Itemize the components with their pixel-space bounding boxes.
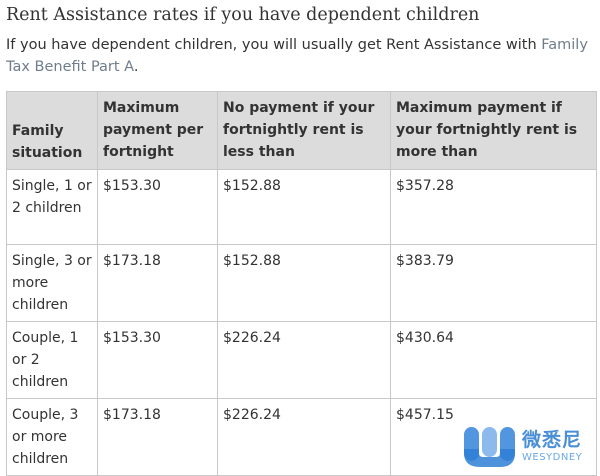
cell-max-payment-threshold: $383.79 [390,244,597,322]
cell-no-payment-threshold: $152.88 [217,244,391,322]
cell-no-payment-threshold: $226.24 [217,398,391,476]
table-row: Single, 1 or 2 children $153.30 $152.88 … [6,169,597,245]
header-no-payment-threshold: No payment if your fortnightly rent is l… [217,91,391,170]
cell-max-payment: $173.18 [97,244,218,322]
cell-family-situation: Single, 3 or more children [6,244,98,322]
rent-assistance-table: Family situation Maximum payment per for… [6,91,597,476]
cell-no-payment-threshold: $152.88 [217,169,391,245]
cell-max-payment-threshold: $430.64 [390,321,597,399]
watermark-cn-text: 微悉尼 [522,429,583,451]
wesydney-logo-icon [464,427,515,467]
table-header-row: Family situation Maximum payment per for… [6,91,597,170]
watermark-en-text: WESYDNEY [522,452,583,463]
table-row: Couple, 1 or 2 children $153.30 $226.24 … [6,321,597,399]
cell-max-payment-threshold: $357.28 [390,169,597,245]
cell-family-situation: Couple, 3 or more children [6,398,98,476]
family-tax-benefit-link[interactable]: Family Tax Benefit Part A [6,37,588,75]
cell-max-payment: $153.30 [97,169,218,245]
intro-suffix: . [133,59,139,75]
intro-paragraph: If you have dependent children, you will… [6,34,596,78]
intro-text: If you have dependent children, you will… [6,37,542,53]
page-heading: Rent Assistance rates if you have depend… [6,5,480,25]
header-max-payment-threshold: Maximum payment if your fortnightly rent… [390,91,597,170]
wesydney-watermark: 微悉尼 WESYDNEY [462,423,594,471]
header-family-situation: Family situation [6,91,98,170]
cell-family-situation: Couple, 1 or 2 children [6,321,98,399]
table-row: Couple, 3 or more children $173.18 $226.… [6,398,597,476]
cell-no-payment-threshold: $226.24 [217,321,391,399]
header-max-payment: Maximum payment per fortnight [97,91,218,170]
cell-max-payment: $153.30 [97,321,218,399]
cell-family-situation: Single, 1 or 2 children [6,169,98,245]
table-row: Single, 3 or more children $173.18 $152.… [6,244,597,322]
cell-max-payment: $173.18 [97,398,218,476]
